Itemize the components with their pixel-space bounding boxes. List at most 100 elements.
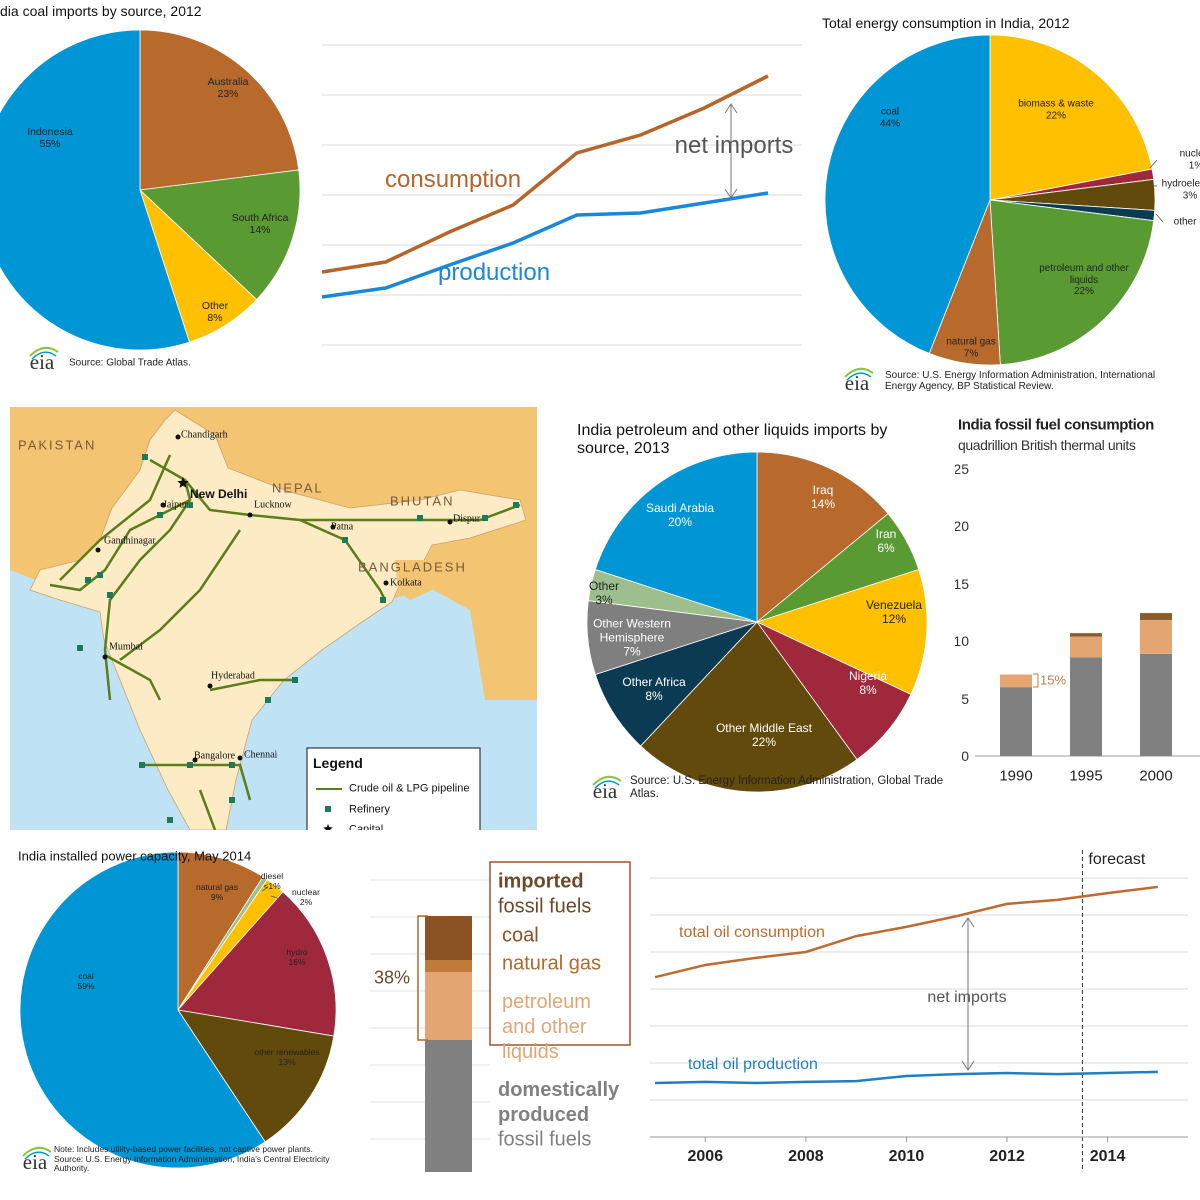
slice-value: 44% (879, 118, 900, 129)
city-label: Patna (331, 521, 354, 533)
x-tick-label: 2006 (687, 1147, 724, 1165)
x-tick-label: 2010 (888, 1147, 925, 1165)
city-label: Mumbai (109, 641, 143, 653)
pie-slice (139, 169, 301, 301)
arrow-head (961, 917, 975, 1071)
slice-name: Other Western Hemisphere (593, 616, 671, 645)
panel-graphic (824, 34, 1164, 381)
city-dot (102, 654, 108, 660)
bar-segment (1140, 613, 1172, 620)
refinery (265, 697, 271, 703)
panel-graphic (321, 44, 802, 346)
pie-slice (177, 1009, 335, 1143)
city-label: Dispur (453, 513, 481, 525)
city-dot (247, 512, 253, 518)
logo-arc (592, 775, 622, 786)
slice-value: 6% (877, 541, 895, 555)
legend-frame (489, 861, 631, 1046)
refinery (513, 502, 519, 508)
y-tick-label: 5 (961, 690, 969, 707)
slice-name: Venezuela (865, 598, 923, 613)
pipeline (104, 653, 162, 701)
slice-name: Australia (207, 75, 249, 88)
refinery (167, 817, 173, 823)
slice-label: other renewables 13% (242, 1047, 332, 1068)
leader-line (1155, 213, 1164, 223)
slice-value: 12% (881, 612, 907, 626)
chart-subtitle: quadrillion British thermal units (958, 436, 1136, 453)
logo-arc (29, 346, 59, 357)
slice-label: South Africa 14% (220, 212, 300, 236)
city-dot (160, 502, 166, 508)
slice-label: biomass & waste 22% (1006, 99, 1106, 122)
pipeline (140, 763, 252, 801)
logo-arc (24, 1151, 50, 1160)
x-tick-label: 2012 (989, 1147, 1025, 1165)
slice-name: nuclear (292, 887, 320, 898)
slice-value: 8% (859, 683, 877, 697)
series-label: total oil consumption (679, 923, 825, 941)
legend-heading: imported (498, 870, 584, 893)
slice-name: South Africa (231, 211, 289, 224)
logo-arc (844, 367, 874, 378)
legend-bar-segment (425, 916, 472, 960)
slice-value: <1% (263, 881, 281, 891)
slice-value: 59% (77, 981, 95, 991)
pie-slice (989, 34, 1153, 201)
panel-graphic (586, 451, 928, 793)
legend-bar-segment (425, 960, 472, 972)
series-line (655, 1070, 1158, 1085)
refinery (417, 515, 423, 521)
city-dot (192, 757, 198, 763)
slice-name: Iran (875, 527, 897, 542)
legend-title: Legend (313, 754, 363, 771)
source: Source: U.S. Energy Information Administ… (54, 1154, 330, 1174)
bar-segment (1070, 633, 1102, 637)
slice-value: 16% (288, 957, 306, 967)
leader-line (270, 895, 293, 904)
slice-label: Other Western Hemisphere 7% (585, 617, 680, 658)
logo-arc (846, 372, 872, 381)
slice-value: 2% (299, 897, 313, 907)
capital-star (177, 477, 189, 488)
annotation: 15% (1040, 672, 1067, 688)
slice-name: Other Africa (622, 675, 686, 690)
petroleum-imports-panel: Iraq 14% Iran 6% Venezuela 12% Nigeria 8% Other … (570, 407, 955, 807)
slice-name: Iraq (812, 483, 834, 498)
slice-label: Iraq 14% (793, 483, 853, 512)
chart-title: dia coal imports by source, 2012 (0, 2, 202, 19)
series-line (321, 191, 769, 299)
slice-label: hydroelectric3% (1150, 179, 1200, 202)
slice-name: Saudi Arabia (645, 501, 715, 516)
leader-line (261, 886, 269, 892)
city-label: Hyderabad (211, 670, 255, 682)
slice-label: natural gas 9% (187, 882, 247, 903)
slice-name: other renewables (254, 1047, 320, 1058)
slice-name: petroleum and other liquids (1039, 262, 1129, 286)
y-tick-label: 0 (961, 747, 969, 764)
slice-label: other renewables (1157, 216, 1200, 228)
slice-label: nuclear1% (1166, 149, 1200, 172)
bar-segment (1140, 653, 1172, 756)
slice-value: 22% (1073, 285, 1094, 297)
y-tick-label: 25 (955, 460, 969, 477)
pie-slice (19, 851, 266, 1169)
x-tick-label: 2008 (788, 1147, 824, 1165)
slice-label: Other Africa 8% (609, 675, 699, 704)
city-dot (95, 547, 101, 553)
slice-name: biomass & waste (1018, 98, 1094, 110)
city-label: Chennai (244, 749, 278, 761)
annotation: net imports (674, 132, 794, 160)
city-dot (207, 683, 213, 689)
legend-bar-segment (425, 972, 472, 1040)
arrow-head (724, 103, 738, 199)
pie-slice (0, 29, 190, 351)
slice-label: Nigeria 8% (838, 669, 898, 698)
slice-name: Other (201, 299, 229, 312)
y-tick-label: 10 (955, 633, 969, 650)
slice-name: Other Middle East (715, 721, 813, 736)
country-label: PAKISTAN (18, 437, 97, 453)
chart-title: India installed power capacity, May 2014 (18, 848, 252, 864)
logo-arc (22, 1146, 52, 1157)
